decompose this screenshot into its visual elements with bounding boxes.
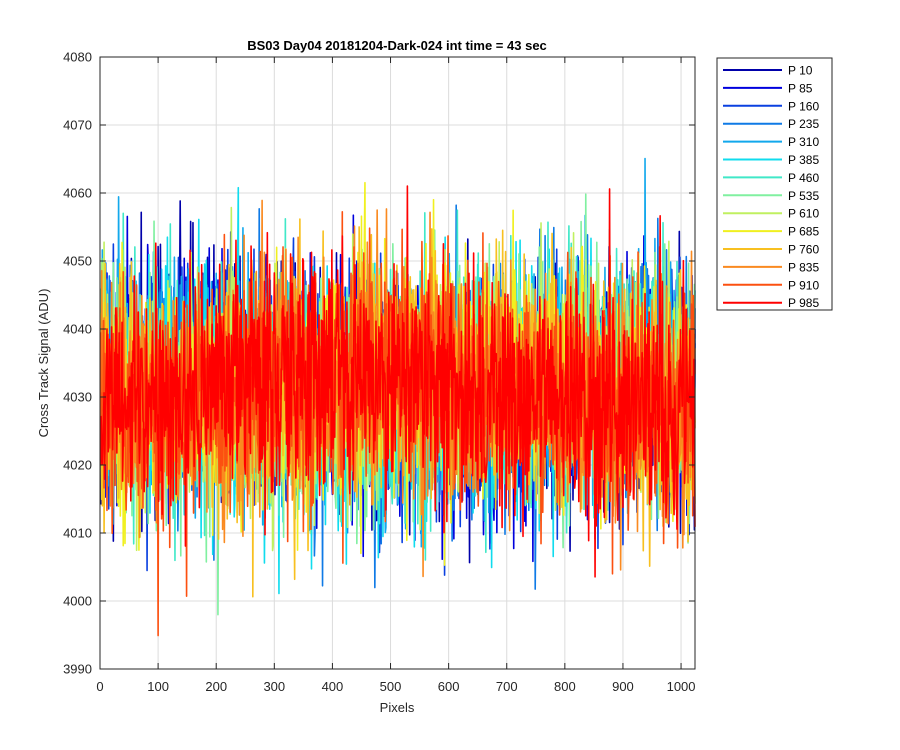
axis-ticks <box>99 56 695 670</box>
y-tick-labels: 3990 4000 4010 4020 4030 4040 4050 4060 4070 4080 <box>63 50 92 677</box>
chart-title: BS03 Day04 20181204-Dark-024 int time = … <box>247 38 547 53</box>
legend-label: P 985 <box>788 296 819 310</box>
legend-label: P 835 <box>788 260 819 274</box>
legend-entry: P 610 <box>723 207 819 221</box>
legend-label: P 535 <box>788 189 819 203</box>
legend-entry: P 835 <box>723 260 819 274</box>
legend-box <box>716 57 833 311</box>
y-tick-label: 3990 <box>63 662 92 677</box>
x-tick-label: 0 <box>96 679 103 694</box>
x-tick-label: 200 <box>205 679 227 694</box>
legend-entry: P 10 <box>723 64 813 78</box>
legend-entry: P 535 <box>723 189 819 203</box>
legend-entry: P 910 <box>723 278 819 292</box>
y-tick-label: 4010 <box>63 526 92 541</box>
x-tick-label: 800 <box>554 679 576 694</box>
y-tick-label: 4060 <box>63 186 92 201</box>
legend-entry: P 760 <box>723 243 819 257</box>
legend-label: P 385 <box>788 153 819 167</box>
plot-area <box>99 56 696 670</box>
legend-entry: P 160 <box>723 99 819 113</box>
series-layer <box>99 157 696 637</box>
x-tick-label: 300 <box>263 679 285 694</box>
legend-entry: P 310 <box>723 135 819 149</box>
x-axis-label: Pixels <box>380 700 415 715</box>
y-tick-label: 4030 <box>63 390 92 405</box>
legend-entry: P 235 <box>723 117 819 131</box>
legend-label: P 760 <box>788 243 819 257</box>
legend: P 10 P 85 P 160 P 235 P 310 P 385 P 460 P 535 P … <box>716 57 833 311</box>
legend-entry: P 685 <box>723 225 819 239</box>
legend-label: P 10 <box>788 64 813 78</box>
y-tick-label: 4000 <box>63 594 92 609</box>
y-tick-label: 4050 <box>63 254 92 269</box>
legend-entry: P 85 <box>723 81 813 95</box>
legend-label: P 160 <box>788 99 819 113</box>
y-tick-label: 4040 <box>63 322 92 337</box>
x-tick-label: 700 <box>496 679 518 694</box>
x-tick-labels: 0 100 200 300 400 500 600 700 800 900 1000 <box>96 679 695 694</box>
x-tick-label: 1000 <box>667 679 696 694</box>
legend-label: P 910 <box>788 278 819 292</box>
plot-frame <box>99 56 696 670</box>
x-tick-label: 400 <box>322 679 344 694</box>
y-tick-label: 4080 <box>63 50 92 65</box>
y-tick-label: 4020 <box>63 458 92 473</box>
x-tick-label: 600 <box>438 679 460 694</box>
legend-label: P 685 <box>788 225 819 239</box>
legend-label: P 85 <box>788 81 813 95</box>
legend-label: P 310 <box>788 135 819 149</box>
legend-label: P 610 <box>788 207 819 221</box>
legend-label: P 460 <box>788 171 819 185</box>
x-tick-label: 900 <box>612 679 634 694</box>
y-axis-label: Cross Track Signal (ADU) <box>36 289 51 438</box>
x-tick-label: 100 <box>147 679 169 694</box>
y-tick-label: 4070 <box>63 118 92 133</box>
legend-entry: P 985 <box>723 296 819 310</box>
x-tick-label: 500 <box>380 679 402 694</box>
legend-entry: P 460 <box>723 171 819 185</box>
legend-label: P 235 <box>788 117 819 131</box>
series-line-p985 <box>99 185 696 578</box>
legend-entry: P 385 <box>723 153 819 167</box>
